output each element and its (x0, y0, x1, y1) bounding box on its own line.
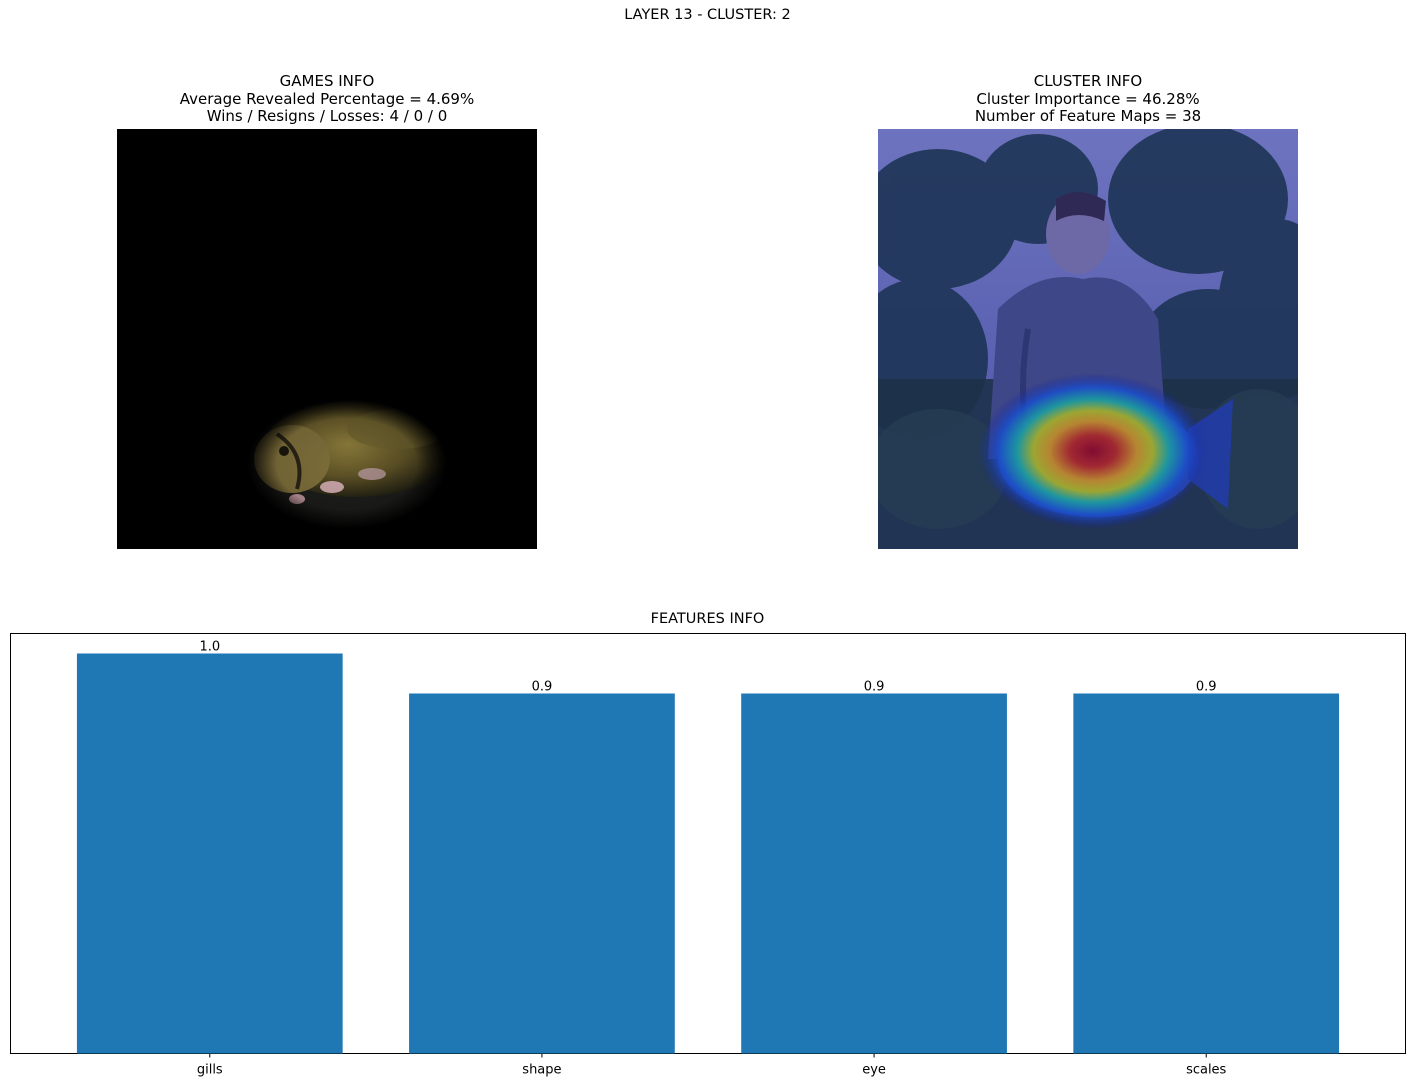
cluster-heatmap-image (878, 129, 1298, 549)
x-tick-label-gills: gills (197, 1063, 223, 1078)
cluster-importance: Cluster Importance = 46.28% (976, 89, 1200, 108)
revealed-fish-image (117, 129, 537, 549)
cluster-info-title-block: CLUSTER INFO Cluster Importance = 46.28%… (878, 72, 1298, 126)
value-label-gills: 1.0 (199, 640, 220, 655)
bar-scales (1073, 693, 1340, 1054)
games-info-title: GAMES INFO (279, 72, 375, 90)
value-label-scales: 0.9 (1196, 680, 1217, 695)
value-label-shape: 0.9 (532, 680, 553, 695)
bar-gills (76, 653, 343, 1054)
x-tick-label-eye: eye (862, 1063, 886, 1078)
figure-suptitle: LAYER 13 - CLUSTER: 2 (624, 7, 791, 23)
chart-title: FEATURES INFO (650, 611, 765, 627)
wins-resigns-losses: Wins / Resigns / Losses: 4 / 0 / 0 (206, 107, 448, 125)
x-tick-label-shape: shape (522, 1063, 561, 1078)
cluster-info-title: CLUSTER INFO (1033, 72, 1143, 90)
bar-shape (409, 693, 675, 1054)
bar-eye (741, 693, 1007, 1054)
x-tick-label-scales: scales (1186, 1063, 1226, 1078)
features-bar-chart: 1.0 0.9 0.9 0.9 gills shape eye scales (10, 633, 1406, 1078)
number-of-feature-maps: Number of Feature Maps = 38 (974, 107, 1202, 125)
plot-area (10, 633, 1406, 1054)
value-label-eye: 0.9 (864, 680, 885, 695)
games-info-title-block: GAMES INFO Average Revealed Percentage =… (117, 72, 537, 126)
average-revealed-percentage: Average Revealed Percentage = 4.69% (179, 89, 475, 108)
